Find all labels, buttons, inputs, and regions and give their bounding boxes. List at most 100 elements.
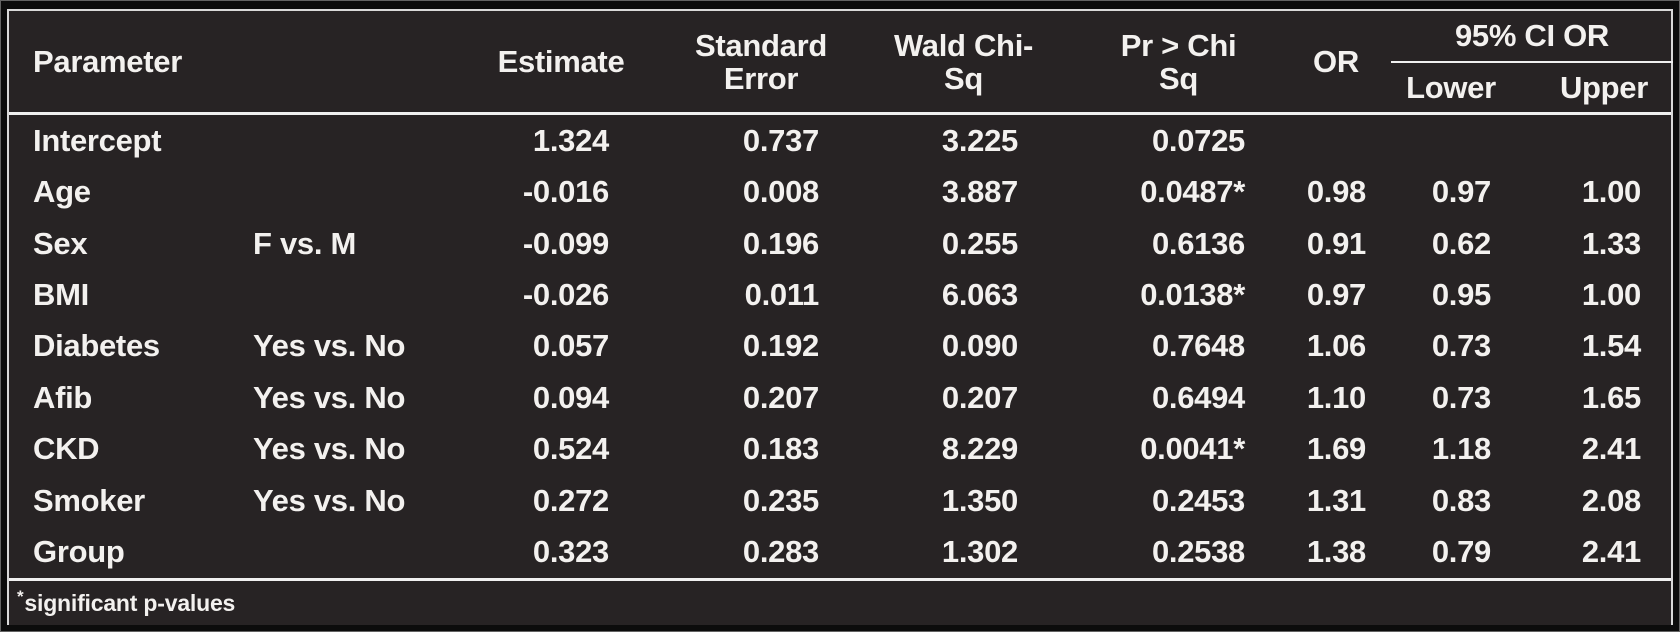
cell-parameter: Group <box>33 534 125 570</box>
cell-pr-chi-sq: 0.0138* <box>1140 277 1245 313</box>
cell-ci-lower: 0.73 <box>1431 379 1491 415</box>
regression-results-table: Parameter Estimate Standard Error Wald Ch… <box>7 9 1673 625</box>
column-header-ci-lower: Lower <box>1406 70 1496 105</box>
table-footnote: * significant p-values <box>9 578 1671 625</box>
cell-ci-upper: 1.65 <box>1581 379 1641 415</box>
cell-wald-chi-sq: 0.090 <box>941 328 1018 364</box>
cell-ci-upper: 1.00 <box>1581 174 1641 210</box>
cell-pr-chi-sq: 0.2538 <box>1151 534 1245 570</box>
column-header-95-ci-or: 95% CI OR <box>1391 11 1673 63</box>
cell-pr-chi-sq: 0.0041* <box>1140 431 1245 467</box>
cell-std-error: 0.737 <box>742 122 819 158</box>
cell-comparison: F vs. M <box>253 225 356 261</box>
cell-comparison: Yes vs. No <box>253 379 406 415</box>
cell-estimate: 0.323 <box>532 534 609 570</box>
cell-std-error: 0.183 <box>742 431 819 467</box>
cell-wald-chi-sq: 6.063 <box>941 277 1018 313</box>
cell-or: 1.31 <box>1306 482 1366 518</box>
table-row: BMI -0.026 0.011 6.063 0.0138* 0.97 0.95… <box>9 269 1671 320</box>
cell-std-error: 0.207 <box>742 379 819 415</box>
cell-estimate: 0.057 <box>532 328 609 364</box>
cell-ci-upper: 1.33 <box>1581 225 1641 261</box>
cell-wald-chi-sq: 1.302 <box>941 534 1018 570</box>
cell-std-error: 0.283 <box>742 534 819 570</box>
cell-wald-chi-sq: 8.229 <box>941 431 1018 467</box>
cell-parameter: Sex <box>33 225 88 261</box>
cell-or: 1.69 <box>1306 431 1366 467</box>
cell-or: 0.91 <box>1306 225 1366 261</box>
column-header-or: OR <box>1313 44 1359 79</box>
standard-error-label: Standard Error <box>695 27 827 96</box>
cell-estimate: 0.524 <box>532 431 609 467</box>
cell-std-error: 0.235 <box>742 482 819 518</box>
pr-chi-sq-label: Pr > Chi Sq <box>1120 27 1237 96</box>
cell-comparison: Yes vs. No <box>253 431 406 467</box>
cell-estimate: -0.099 <box>522 225 609 261</box>
cell-estimate: -0.026 <box>522 277 609 313</box>
ci-column-group: 95% CI OR Lower Upper <box>1391 11 1673 112</box>
table-row: Group 0.323 0.283 1.302 0.2538 1.38 0.79… <box>9 527 1671 578</box>
cell-or: 0.98 <box>1306 174 1366 210</box>
column-header-pr-chi-sq: Pr > Chi Sq <box>1076 11 1281 112</box>
cell-estimate: 0.094 <box>532 379 609 415</box>
cell-pr-chi-sq: 0.0487* <box>1140 174 1245 210</box>
cell-ci-lower: 1.18 <box>1431 431 1491 467</box>
column-header-ci-upper: Upper <box>1559 70 1649 105</box>
cell-pr-chi-sq: 0.2453 <box>1151 482 1245 518</box>
cell-ci-upper: 1.54 <box>1581 328 1641 364</box>
cell-estimate: -0.016 <box>522 174 609 210</box>
cell-pr-chi-sq: 0.7648 <box>1151 328 1245 364</box>
cell-ci-upper: 1.00 <box>1581 277 1641 313</box>
cell-ci-lower: 0.83 <box>1431 482 1491 518</box>
cell-parameter: CKD <box>33 431 100 467</box>
table-row: Diabetes Yes vs. No 0.057 0.192 0.090 0.… <box>9 321 1671 372</box>
cell-or: 1.06 <box>1306 328 1366 364</box>
cell-ci-lower: 0.62 <box>1431 225 1491 261</box>
cell-parameter: Age <box>33 174 91 210</box>
table-row: Intercept 1.324 0.737 3.225 0.0725 <box>9 115 1671 166</box>
cell-ci-lower: 0.79 <box>1431 534 1491 570</box>
ci-subheader-row: Lower Upper <box>1391 63 1673 112</box>
cell-ci-lower: 0.73 <box>1431 328 1491 364</box>
cell-parameter: BMI <box>33 277 89 313</box>
table-body: Intercept 1.324 0.737 3.225 0.0725 Age -… <box>9 115 1671 578</box>
cell-parameter: Afib <box>33 379 93 415</box>
column-header-estimate: Estimate <box>497 44 625 79</box>
cell-pr-chi-sq: 0.0725 <box>1151 122 1245 158</box>
wald-chi-sq-label: Wald Chi- Sq <box>893 27 1034 96</box>
cell-or: 1.10 <box>1306 379 1366 415</box>
cell-ci-lower: 0.95 <box>1431 277 1491 313</box>
cell-pr-chi-sq: 0.6136 <box>1151 225 1245 261</box>
cell-pr-chi-sq: 0.6494 <box>1151 379 1245 415</box>
cell-ci-upper: 2.08 <box>1581 482 1641 518</box>
table-row: Afib Yes vs. No 0.094 0.207 0.207 0.6494… <box>9 372 1671 423</box>
table-row: Age -0.016 0.008 3.887 0.0487* 0.98 0.97… <box>9 166 1671 217</box>
cell-ci-upper: 2.41 <box>1581 534 1641 570</box>
cell-wald-chi-sq: 0.255 <box>941 225 1018 261</box>
cell-estimate: 1.324 <box>532 122 609 158</box>
cell-comparison: Yes vs. No <box>253 482 406 518</box>
cell-std-error: 0.192 <box>742 328 819 364</box>
cell-comparison: Yes vs. No <box>253 328 406 364</box>
column-header-comparison-spacer <box>251 11 481 112</box>
cell-parameter: Smoker <box>33 482 145 518</box>
cell-parameter: Diabetes <box>33 328 160 364</box>
cell-ci-upper: 2.41 <box>1581 431 1641 467</box>
cell-or: 0.97 <box>1306 277 1366 313</box>
cell-wald-chi-sq: 3.225 <box>941 122 1018 158</box>
cell-std-error: 0.008 <box>742 174 819 210</box>
cell-wald-chi-sq: 1.350 <box>941 482 1018 518</box>
cell-std-error: 0.011 <box>744 277 820 313</box>
column-header-parameter: Parameter <box>33 44 182 79</box>
footnote-text: significant p-values <box>24 589 236 616</box>
cell-ci-lower: 0.97 <box>1431 174 1491 210</box>
column-header-standard-error: Standard Error <box>641 11 881 112</box>
cell-wald-chi-sq: 0.207 <box>941 379 1018 415</box>
table-row: Smoker Yes vs. No 0.272 0.235 1.350 0.24… <box>9 475 1671 526</box>
column-header-wald-chi-sq: Wald Chi- Sq <box>881 11 1076 112</box>
cell-estimate: 0.272 <box>532 482 609 518</box>
cell-std-error: 0.196 <box>742 225 819 261</box>
table-header-row: Parameter Estimate Standard Error Wald Ch… <box>9 11 1673 115</box>
cell-parameter: Intercept <box>33 122 162 158</box>
